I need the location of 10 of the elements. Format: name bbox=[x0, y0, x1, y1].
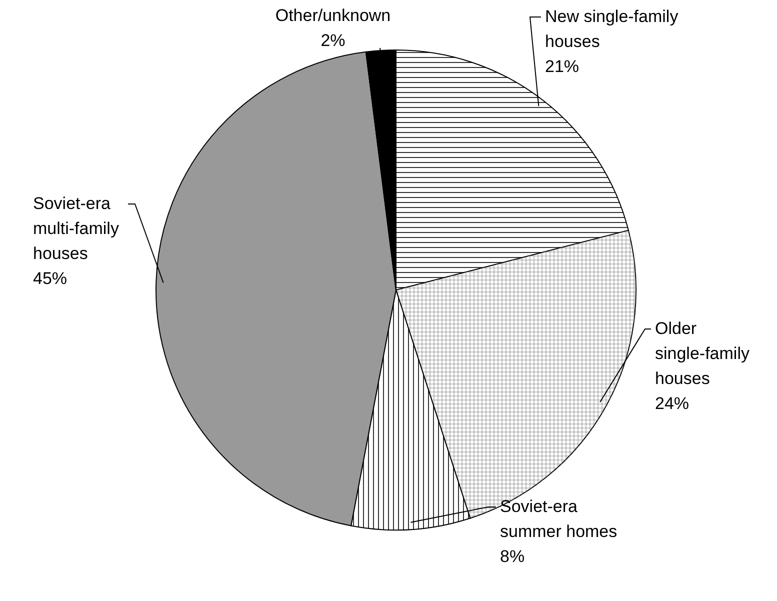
slice-label: Soviet-era summer homes bbox=[500, 497, 618, 541]
data-label: 8% bbox=[500, 547, 525, 566]
slice-label: New single-family houses bbox=[545, 7, 679, 51]
data-label: 45% bbox=[33, 269, 68, 288]
data-label: 2% bbox=[320, 31, 346, 50]
slice-label: Other/unknown bbox=[275, 6, 391, 25]
data-label: 21% bbox=[545, 57, 580, 76]
slice-label: Older single-family houses bbox=[655, 319, 750, 388]
data-label: 24% bbox=[655, 394, 690, 413]
slice-label: Soviet-era multi-family houses bbox=[33, 194, 120, 263]
